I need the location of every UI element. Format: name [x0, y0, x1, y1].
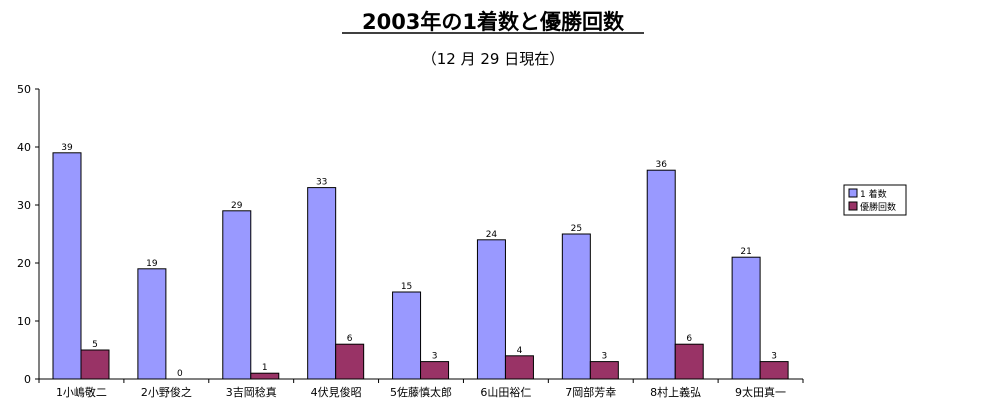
bar-series1 [222, 210, 252, 380]
bar-series2 [759, 361, 789, 380]
x-tick-label: 3吉岡稔真 [226, 385, 277, 399]
x-tick-label: 1小嶋敬二 [56, 385, 107, 399]
data-label: 36 [655, 160, 667, 170]
x-tick-label: 7岡部芳幸 [565, 385, 616, 399]
data-label: 5 [92, 340, 98, 350]
legend-label: 1 着数 [860, 188, 887, 200]
bar-series1 [52, 152, 82, 380]
bar-series1 [646, 169, 676, 380]
x-tick-label: 6山田裕仁 [480, 386, 531, 399]
x-axis: 1小嶋敬二 2小野俊之 3吉岡稔真 4伏見俊昭 5佐藤慎太郎 6山田裕仁 7岡部芳幸 8村上義… [38, 378, 804, 399]
data-label: 39 [61, 143, 73, 153]
bar-series1 [137, 268, 167, 380]
data-label: 4 [517, 346, 523, 356]
bar-series2 [250, 372, 280, 380]
legend-box [843, 184, 907, 216]
y-axis: 0 10 20 30 40 50 [17, 83, 40, 386]
bar-series2 [504, 355, 534, 380]
legend-label: 優勝回数 [860, 201, 896, 213]
chart-title: 2003年の1着数と優勝回数 [362, 10, 625, 34]
y-tick-label: 40 [17, 141, 31, 154]
x-tick-label: 2小野俊之 [141, 385, 192, 399]
x-tick-label: 9太田真一 [735, 385, 786, 399]
y-tick-label: 50 [17, 83, 31, 96]
bar-series2 [420, 361, 450, 380]
bar-series2 [335, 343, 365, 380]
y-tick-label: 0 [24, 373, 31, 386]
data-label: 29 [231, 201, 243, 211]
bar-series1 [307, 187, 337, 380]
x-tick-label: 4伏見俊昭 [311, 385, 362, 399]
data-label: 6 [347, 334, 353, 344]
bar-series2 [589, 361, 619, 380]
bar-series1 [476, 239, 506, 380]
data-label: 25 [571, 224, 582, 234]
data-label: 0 [177, 369, 183, 379]
data-label: 3 [432, 352, 438, 362]
bar-series2 [80, 349, 110, 380]
y-tick-label: 20 [17, 257, 31, 270]
legend-swatch [848, 201, 858, 211]
data-label: 21 [740, 247, 751, 257]
data-label: 3 [771, 352, 777, 362]
legend-swatch [848, 188, 858, 198]
data-label: 24 [486, 230, 498, 240]
y-tick-label: 10 [17, 315, 31, 328]
data-label: 1 [262, 363, 268, 373]
data-label: 6 [686, 334, 692, 344]
data-label: 33 [316, 178, 327, 188]
bar-series1 [731, 256, 761, 380]
data-label: 3 [601, 352, 607, 362]
y-tick-label: 30 [17, 199, 31, 212]
data-label: 19 [146, 259, 158, 269]
chart-subtitle: （12 月 29 日現在） [422, 50, 564, 68]
bar-series2 [674, 343, 704, 380]
x-tick-label: 5佐藤慎太郎 [390, 385, 452, 399]
x-tick-label: 8村上義弘 [650, 385, 701, 399]
bar-series1 [392, 291, 422, 380]
bar-series1 [561, 233, 591, 380]
data-label: 15 [401, 282, 412, 292]
